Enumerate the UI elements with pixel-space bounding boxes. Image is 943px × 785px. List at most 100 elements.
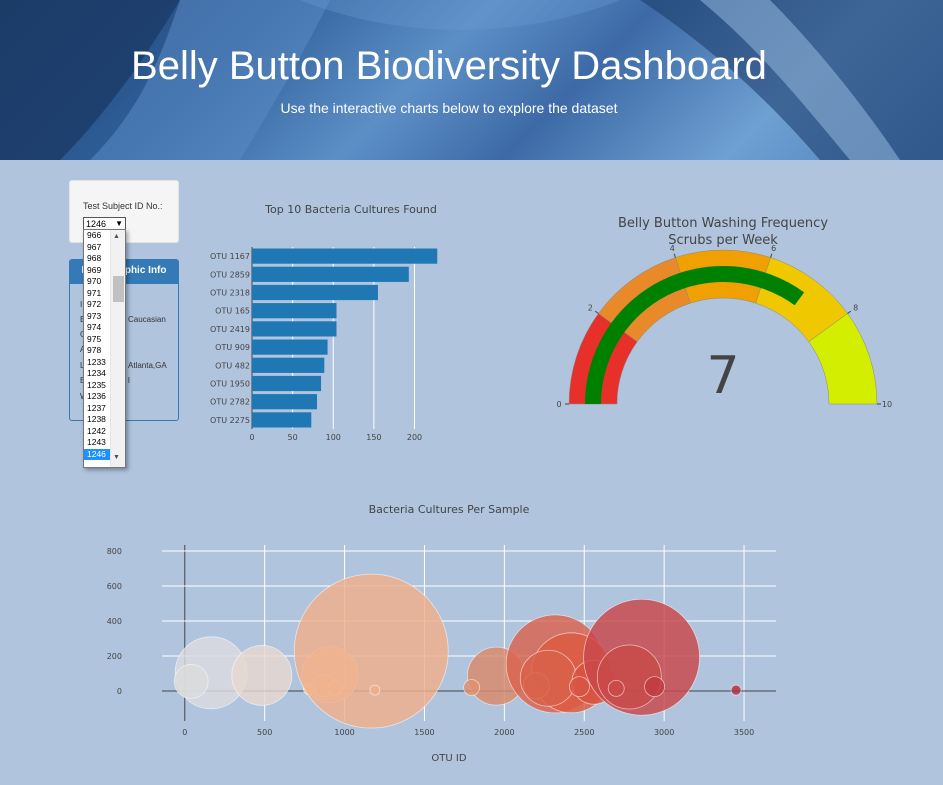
bar-x-tick-label: 50 <box>288 433 298 442</box>
bubble-x-tick-label: 500 <box>257 728 272 737</box>
bar[interactable] <box>252 412 312 428</box>
demographic-line: B <box>80 376 85 385</box>
gauge-title: Belly Button Washing Frequency <box>618 216 828 231</box>
dropdown-options: 966 967 968 969 970 971 972 973 974 975 978 1233 123… <box>84 230 125 460</box>
bar-y-tick-label: OTU 2782 <box>210 398 250 407</box>
gauge-value-arc <box>585 266 805 404</box>
bar-y-tick-label: OTU 909 <box>215 343 250 352</box>
bubble-y-tick-label: 600 <box>107 582 122 591</box>
gauge-tick-label: 10 <box>882 400 892 409</box>
bar[interactable] <box>252 266 409 282</box>
bubble-y-tick-label: 200 <box>107 652 122 661</box>
bubble-point[interactable] <box>463 679 481 696</box>
washing-frequency-gauge[interactable]: Belly Button Washing Frequency Scrubs pe… <box>555 205 900 420</box>
bubble-chart-points <box>173 573 742 729</box>
bar[interactable] <box>252 321 337 337</box>
dropdown-option[interactable]: 1243 <box>87 437 106 447</box>
dropdown-option[interactable]: 978 <box>87 345 102 355</box>
scrollbar-thumb[interactable] <box>113 276 124 302</box>
subject-selector-label: Test Subject ID No.: <box>83 201 163 211</box>
bubble-point[interactable] <box>644 676 665 698</box>
bubble-chart-x-labels: 0 500 1000 1500 2000 2500 3000 3500 <box>182 728 754 737</box>
dropdown-option[interactable]: 1238 <box>87 414 106 424</box>
bubble-x-tick-label: 1000 <box>334 728 354 737</box>
dropdown-option[interactable]: 1242 <box>87 425 106 436</box>
bubble-x-tick-label: 1500 <box>414 728 434 737</box>
dropdown-option[interactable]: 973 <box>87 310 102 321</box>
bubble-point[interactable] <box>231 645 293 706</box>
dropdown-scrollbar[interactable]: ▲ ▼ <box>110 230 125 467</box>
bubble-point[interactable] <box>293 573 449 729</box>
bubble-point[interactable] <box>730 684 742 696</box>
dropdown-option[interactable]: 974 <box>87 322 102 332</box>
gauge-value-bar <box>585 266 805 404</box>
bar-x-tick-label: 0 <box>249 433 254 442</box>
chevron-down-icon: ▼ <box>115 219 123 228</box>
bar[interactable] <box>252 375 322 392</box>
subject-id-dropdown-list[interactable]: 966 967 968 969 970 971 972 973 974 975 978 1233 123… <box>83 229 126 468</box>
bar-x-tick-label: 100 <box>326 433 341 442</box>
bar[interactable] <box>252 303 337 319</box>
bubble-point[interactable] <box>173 663 209 699</box>
bar-x-tick-label: 200 <box>407 433 422 442</box>
dropdown-option[interactable]: 1236 <box>87 391 106 401</box>
bar[interactable] <box>252 284 378 301</box>
dropdown-option[interactable]: 967 <box>87 241 102 252</box>
gauge-subtitle: Scrubs per Week <box>668 233 778 248</box>
bar-y-tick-label: OTU 2859 <box>210 270 250 279</box>
bar[interactable] <box>252 339 328 355</box>
bar-x-tick-label: 150 <box>366 433 381 442</box>
bubble-y-tick-label: 400 <box>107 617 122 626</box>
demographic-line: Caucasian <box>128 315 166 324</box>
scroll-up-icon[interactable]: ▲ <box>113 233 120 240</box>
dropdown-option[interactable]: 972 <box>87 299 102 309</box>
bar-chart-title: Top 10 Bacteria Cultures Found <box>264 203 437 216</box>
gauge-tick-label: 8 <box>853 304 858 313</box>
dropdown-option[interactable]: 968 <box>87 253 102 263</box>
subject-id-select-value: 1246 <box>86 219 107 229</box>
bar[interactable] <box>252 248 438 264</box>
bubble-chart-y-labels: 0 200 400 600 800 <box>107 547 122 696</box>
bar-y-tick-label: OTU 1950 <box>210 380 250 389</box>
gauge-tick-label: 4 <box>670 244 675 253</box>
demographic-line: Atlanta,GA <box>128 361 167 370</box>
scroll-down-icon[interactable]: ▼ <box>113 454 120 461</box>
demographic-line: A <box>80 345 85 354</box>
bubble-point[interactable] <box>607 679 625 697</box>
dropdown-option[interactable]: 1235 <box>87 379 106 390</box>
bar-y-tick-label: OTU 2318 <box>210 289 250 298</box>
demographic-line: l <box>128 376 130 385</box>
demographic-line: I <box>80 300 83 309</box>
bubble-x-tick-label: 3500 <box>734 728 754 737</box>
dropdown-option[interactable]: 1234 <box>87 368 106 378</box>
dropdown-option[interactable]: 1237 <box>87 402 106 413</box>
gauge-tick-labels: 0 2 4 6 8 10 <box>556 244 892 409</box>
bar-y-tick-label: OTU 2275 <box>210 416 250 425</box>
hero-banner: Belly Button Biodiversity Dashboard Use … <box>0 0 943 160</box>
demographic-line: E <box>80 315 85 324</box>
bubble-point[interactable] <box>369 684 381 696</box>
bubble-x-tick-label: 3000 <box>654 728 674 737</box>
bar[interactable] <box>252 394 317 410</box>
dropdown-option[interactable]: 970 <box>87 276 102 286</box>
bubble-y-tick-label: 800 <box>107 547 122 556</box>
gauge-tick <box>770 253 773 258</box>
bar[interactable] <box>252 357 325 373</box>
bubble-point[interactable] <box>569 676 590 698</box>
dropdown-option[interactable]: 1233 <box>87 356 106 367</box>
bubble-x-tick-label: 0 <box>182 728 187 737</box>
bubble-point[interactable] <box>519 649 577 707</box>
dropdown-option[interactable]: 969 <box>87 264 102 275</box>
gauge-value-number: 7 <box>706 346 739 406</box>
demographic-line: L <box>80 361 84 370</box>
bubble-x-tick-label: 2000 <box>494 728 514 737</box>
dropdown-option[interactable]: 1246 <box>84 448 110 460</box>
dropdown-option[interactable]: 975 <box>87 333 102 344</box>
gauge-tick-label: 6 <box>771 244 776 253</box>
page-subtitle: Use the interactive charts below to expl… <box>280 100 618 116</box>
bacteria-bubble-chart[interactable]: Bacteria Cultures Per Sample 0 500 1000 150… <box>90 495 800 780</box>
bar-y-tick-label: OTU 482 <box>215 361 250 370</box>
top10-bar-chart[interactable]: Top 10 Bacteria Cultures Found OTU 1167O… <box>195 195 465 445</box>
dropdown-option[interactable]: 971 <box>87 287 102 298</box>
dropdown-option[interactable]: 966 <box>87 230 102 240</box>
